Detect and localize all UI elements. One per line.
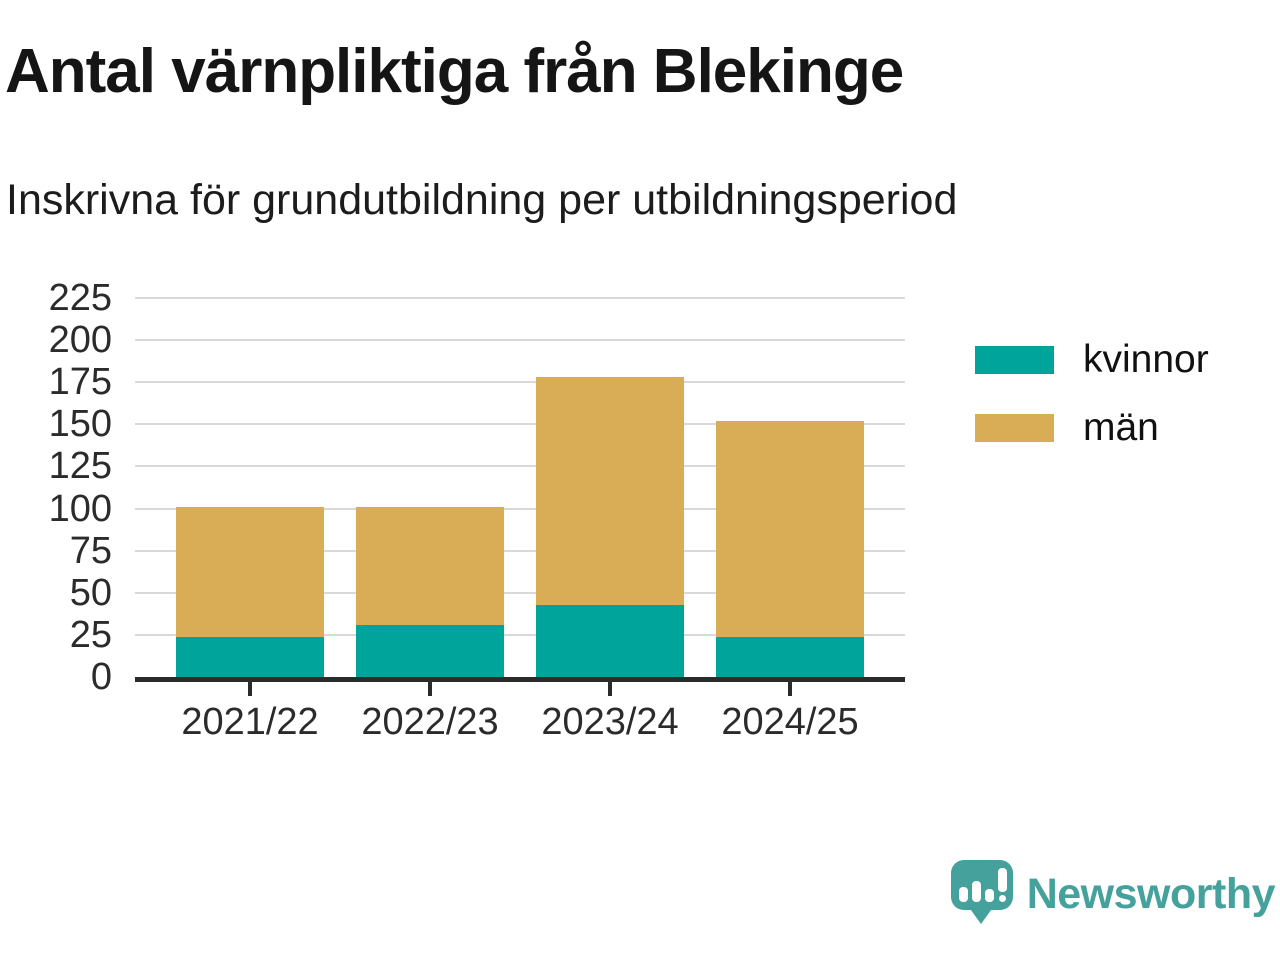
gridline-75 xyxy=(135,549,905,552)
legend-item-man: män xyxy=(975,408,1209,447)
y-tick-label-150: 150 xyxy=(48,403,112,446)
x-tick-label-2022/23: 2022/23 xyxy=(361,701,499,743)
x-axis-line xyxy=(135,677,905,682)
y-tick-label-125: 125 xyxy=(48,445,112,488)
bar-segment-kvinnor-2023/24 xyxy=(536,604,684,677)
chart-subtitle: Inskrivna för grundutbildning per utbild… xyxy=(6,176,958,224)
x-axis-tick-2024/25 xyxy=(788,682,792,696)
x-axis-labels: 2021/22 2022/23 2023/24 2024/25 xyxy=(135,700,905,750)
legend: kvinnor män xyxy=(975,340,1209,447)
x-axis-tick-2022/23 xyxy=(428,682,432,696)
y-axis-labels: 0 25 50 75 100 125 150 175 200 225 xyxy=(0,279,112,696)
y-tick-label-225: 225 xyxy=(48,277,112,319)
newsworthy-logo: Newsworthy xyxy=(950,858,1276,930)
y-tick-label-25: 25 xyxy=(69,613,112,656)
bar-segment-kvinnor-2022/23 xyxy=(356,624,504,677)
x-axis-tick-2023/24 xyxy=(608,682,612,696)
y-tick-label-0: 0 xyxy=(90,656,112,698)
logo-bar-icon xyxy=(984,889,994,902)
legend-item-kvinnor: kvinnor xyxy=(975,340,1209,379)
exclamation-icon xyxy=(997,868,1007,892)
legend-label-kvinnor: kvinnor xyxy=(1083,338,1209,381)
chart-title: Antal värnpliktiga från Blekinge xyxy=(5,37,904,106)
gridline-25 xyxy=(135,633,905,636)
gridline-100 xyxy=(135,507,905,510)
x-tick-label-2024/25: 2024/25 xyxy=(721,701,859,743)
legend-swatch-man xyxy=(975,413,1054,442)
y-tick-label-100: 100 xyxy=(48,487,112,530)
gridline-150 xyxy=(135,423,905,426)
speech-bubble-icon xyxy=(950,860,1013,910)
x-tick-label-2021/22: 2021/22 xyxy=(181,701,319,743)
gridline-175 xyxy=(135,381,905,384)
newsworthy-wordmark: Newsworthy xyxy=(1026,870,1276,918)
y-tick-label-175: 175 xyxy=(48,361,112,404)
gridline-200 xyxy=(135,339,905,342)
plot xyxy=(135,297,905,696)
bar-segment-män-2022/23 xyxy=(356,506,504,625)
logo-bar-icon xyxy=(971,881,981,902)
y-tick-label-50: 50 xyxy=(69,571,112,614)
x-axis-tick-2021/22 xyxy=(248,682,252,696)
exclamation-dot-icon xyxy=(998,895,1006,902)
bar-segment-män-2024/25 xyxy=(716,420,864,637)
logo-bar-icon xyxy=(958,887,968,902)
gridline-225 xyxy=(135,297,905,299)
bar-segment-män-2023/24 xyxy=(536,377,684,605)
bar-segment-män-2021/22 xyxy=(176,506,324,637)
gridline-50 xyxy=(135,591,905,594)
gridline-125 xyxy=(135,465,905,468)
newsworthy-logo-icon xyxy=(950,858,1013,930)
x-tick-label-2023/24: 2023/24 xyxy=(541,701,679,743)
speech-bubble-tail-icon xyxy=(967,906,994,924)
bar-segment-kvinnor-2021/22 xyxy=(176,636,324,677)
bar-segment-kvinnor-2024/25 xyxy=(716,636,864,677)
legend-swatch-kvinnor xyxy=(975,345,1054,374)
y-tick-label-200: 200 xyxy=(48,319,112,362)
legend-label-man: män xyxy=(1083,406,1159,449)
y-tick-label-75: 75 xyxy=(69,529,112,572)
